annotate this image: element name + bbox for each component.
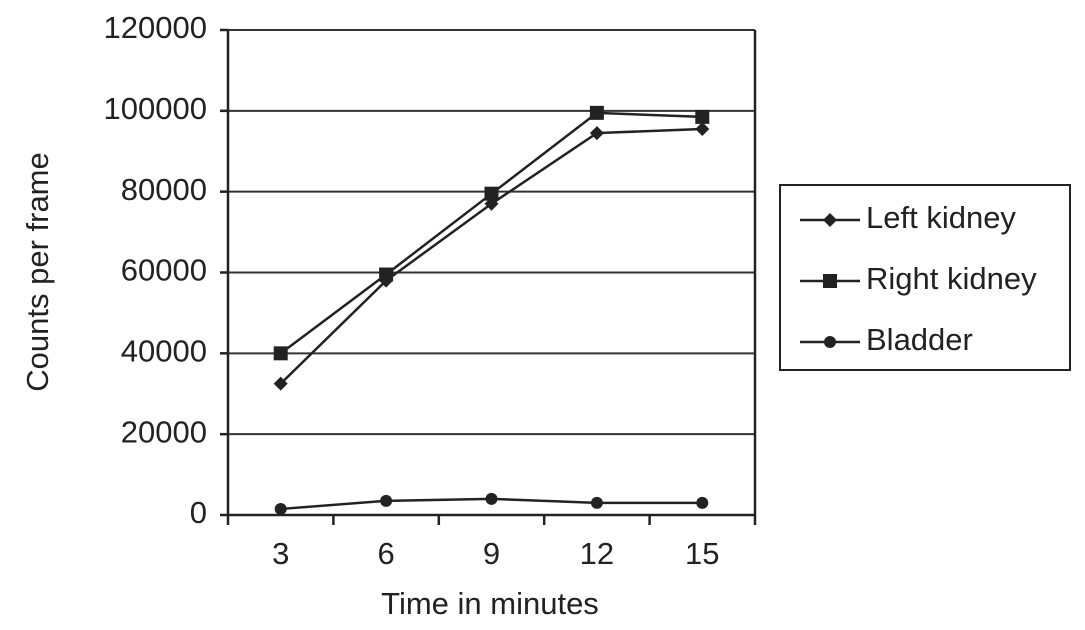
- marker: [696, 496, 709, 509]
- x-axis-title: Time in minutes: [381, 586, 599, 621]
- legend-box: [779, 184, 1071, 371]
- marker: [379, 267, 394, 282]
- x-tick-label: 15: [685, 536, 719, 571]
- legend-marker: [823, 274, 837, 288]
- marker: [590, 496, 603, 509]
- marker: [695, 122, 710, 137]
- legend-marker: [824, 336, 836, 348]
- series-line: [279, 111, 703, 355]
- marker: [589, 126, 604, 141]
- marker: [589, 105, 604, 120]
- y-tick-label: 0: [190, 495, 207, 530]
- marker: [485, 492, 498, 505]
- marker: [380, 494, 393, 507]
- marker: [273, 376, 288, 391]
- marker: [695, 109, 710, 124]
- x-tick-label: 9: [483, 536, 500, 571]
- legend-label: Left kidney: [866, 200, 1016, 235]
- y-tick-label: 40000: [121, 334, 207, 369]
- x-tick-label: 6: [377, 536, 394, 571]
- marker: [273, 346, 288, 361]
- x-tick-label: 3: [272, 536, 289, 571]
- y-tick-label: 20000: [121, 414, 207, 449]
- series-line: [279, 127, 703, 385]
- x-tick-label: 12: [580, 536, 614, 571]
- y-tick-label: 120000: [104, 10, 207, 45]
- y-tick-label: 60000: [121, 253, 207, 288]
- marker: [274, 502, 287, 515]
- y-tick-label: 80000: [121, 172, 207, 207]
- legend-label: Right kidney: [866, 261, 1037, 296]
- y-tick-label: 100000: [104, 91, 207, 126]
- legend-marker: [823, 213, 837, 227]
- y-axis-title: Counts per frame: [20, 152, 55, 392]
- legend-label: Bladder: [866, 322, 973, 357]
- marker: [484, 186, 499, 201]
